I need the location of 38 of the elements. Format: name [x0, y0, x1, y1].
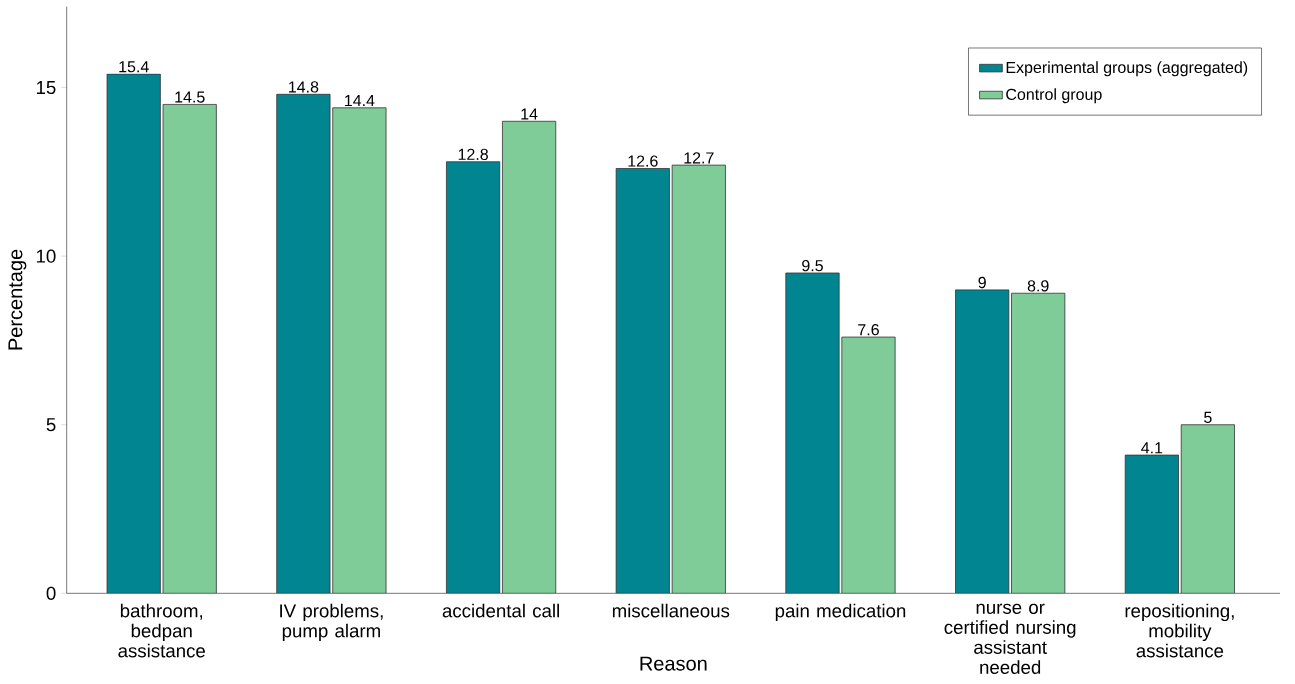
x-axis-title: Reason — [640, 656, 707, 671]
x-tick-label: miscellaneous — [612, 603, 730, 618]
y-tick-label: 5 — [46, 418, 56, 432]
data-label: 12.6 — [628, 155, 658, 167]
data-label: 7.6 — [858, 324, 879, 336]
x-tick-label: repositioning, mobility assistance — [1125, 603, 1234, 658]
data-label: 9.5 — [802, 259, 823, 272]
legend-label: Control group — [1006, 88, 1102, 104]
data-label: 9 — [978, 276, 986, 289]
data-label: 14 — [521, 108, 538, 120]
y-axis-title: Percentage — [8, 249, 27, 350]
bar — [332, 107, 387, 594]
data-label: 14.5 — [175, 91, 205, 103]
bar — [841, 336, 896, 594]
data-label: 15.4 — [119, 61, 149, 73]
x-tick-label: IV problems, pump alarm — [280, 603, 383, 642]
bar — [1011, 292, 1066, 594]
bar — [671, 164, 726, 594]
data-label: 4.1 — [1141, 442, 1163, 454]
x-tick-label: nurse or certified nursing assistant needed — [944, 603, 1076, 674]
y-tick-label: 15 — [36, 81, 56, 95]
bar — [446, 161, 501, 594]
data-label: 12.8 — [458, 148, 488, 161]
bar — [162, 104, 217, 594]
legend-label: Experimental groups (aggregated) — [1006, 61, 1248, 77]
data-label: 14.8 — [289, 81, 319, 93]
bar — [502, 120, 557, 594]
y-tick-label: 10 — [36, 249, 56, 263]
y-tick-label: 0 — [46, 586, 56, 600]
data-label: 12.7 — [684, 152, 714, 164]
data-label: 5 — [1204, 411, 1212, 423]
bar — [1124, 454, 1179, 594]
x-tick-label: pain medication — [775, 603, 906, 622]
data-label: 8.9 — [1027, 280, 1049, 292]
x-tick-label: accidental call — [442, 603, 559, 618]
x-tick-label: bathroom, bedpan assistance — [118, 603, 205, 658]
data-label: 14.4 — [345, 95, 375, 107]
bar — [1180, 424, 1235, 594]
